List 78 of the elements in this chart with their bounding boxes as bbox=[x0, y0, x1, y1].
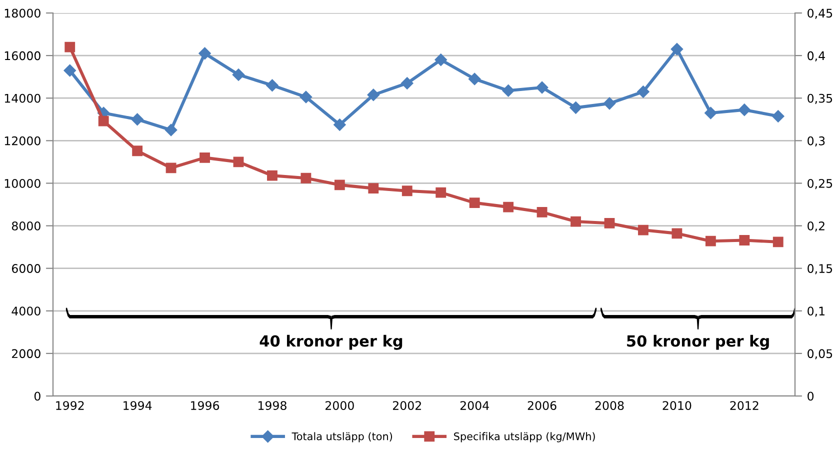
point bbox=[772, 110, 784, 122]
x-tick-label: 1996 bbox=[191, 401, 220, 410]
y2-tick-label: 0,05 bbox=[808, 349, 832, 360]
x-tick-label: 2004 bbox=[460, 401, 489, 410]
point bbox=[164, 124, 178, 136]
x-tick-label: 1994 bbox=[124, 401, 152, 410]
point bbox=[233, 156, 244, 168]
y-tick-label: 8000 bbox=[12, 222, 40, 230]
x-tick-label: 1992 bbox=[56, 401, 84, 410]
point bbox=[198, 47, 211, 60]
point bbox=[638, 224, 648, 236]
y-tick-label: 18000 bbox=[4, 8, 40, 18]
x-tick-label: 2008 bbox=[595, 401, 624, 410]
y-tick-label: 0 bbox=[34, 392, 40, 401]
point bbox=[402, 186, 412, 196]
point bbox=[502, 84, 514, 97]
point bbox=[603, 97, 616, 110]
point bbox=[772, 236, 784, 248]
x-tick-label: 2002 bbox=[392, 401, 421, 410]
annotation: 40 kronor per kg bbox=[260, 334, 402, 350]
point bbox=[570, 102, 582, 114]
point bbox=[132, 146, 143, 156]
point bbox=[503, 202, 514, 212]
point bbox=[334, 118, 346, 131]
point bbox=[704, 106, 717, 120]
point bbox=[436, 187, 446, 198]
legend-label: Totala utsläpp (ton) bbox=[292, 432, 392, 442]
y2-tick-label: 0,3 bbox=[808, 136, 825, 147]
point bbox=[131, 113, 144, 126]
point bbox=[570, 216, 581, 227]
y-tick-label: 10000 bbox=[4, 178, 40, 188]
y-tick-label: 16000 bbox=[4, 51, 40, 60]
y2-tick-label: 0,4 bbox=[808, 51, 825, 62]
legend-label: Specifika utsläpp (kg/MWh) bbox=[454, 432, 595, 442]
point bbox=[637, 86, 650, 98]
point bbox=[64, 64, 76, 77]
point bbox=[434, 54, 447, 66]
point bbox=[200, 152, 210, 163]
point bbox=[604, 218, 615, 228]
point bbox=[536, 81, 548, 94]
point bbox=[300, 90, 312, 104]
x-tick-label: 2000 bbox=[326, 401, 354, 410]
y-tick-label: 14000 bbox=[4, 94, 40, 103]
y2-tick-label: 0 bbox=[808, 392, 814, 401]
point bbox=[300, 172, 312, 184]
y2-tick-label: 0,2 bbox=[808, 222, 824, 232]
point bbox=[536, 206, 548, 218]
point bbox=[738, 104, 751, 116]
point bbox=[367, 88, 380, 102]
point bbox=[469, 198, 480, 208]
y2-tick-label: 0,25 bbox=[808, 178, 832, 190]
x-tick-label: 2012 bbox=[730, 401, 758, 410]
y-tick-label: 6000 bbox=[12, 264, 40, 273]
point bbox=[368, 183, 379, 194]
point bbox=[334, 180, 345, 190]
point bbox=[232, 68, 245, 81]
point bbox=[98, 116, 109, 126]
point bbox=[64, 42, 76, 52]
point bbox=[670, 43, 684, 56]
point bbox=[739, 235, 750, 246]
annotation: 50 kronor per kg bbox=[627, 334, 769, 350]
y2-tick-label: 0,35 bbox=[808, 94, 832, 104]
y-tick-label: 2000 bbox=[12, 349, 40, 358]
y-tick-label: 12000 bbox=[4, 136, 40, 146]
point bbox=[401, 77, 414, 90]
point bbox=[468, 72, 481, 86]
y2-tick-label: 0,1 bbox=[808, 306, 824, 317]
point bbox=[266, 79, 278, 92]
point bbox=[672, 228, 682, 239]
x-tick-label: 2006 bbox=[528, 401, 556, 410]
x-tick-label: 1998 bbox=[258, 401, 286, 410]
y-tick-label: 4000 bbox=[12, 306, 40, 316]
point bbox=[705, 236, 716, 246]
point bbox=[267, 170, 278, 181]
y2-tick-label: 0,15 bbox=[808, 264, 832, 274]
y2-tick-label: 0,45 bbox=[808, 8, 832, 19]
point bbox=[166, 162, 176, 174]
x-tick-label: 2010 bbox=[662, 401, 692, 410]
